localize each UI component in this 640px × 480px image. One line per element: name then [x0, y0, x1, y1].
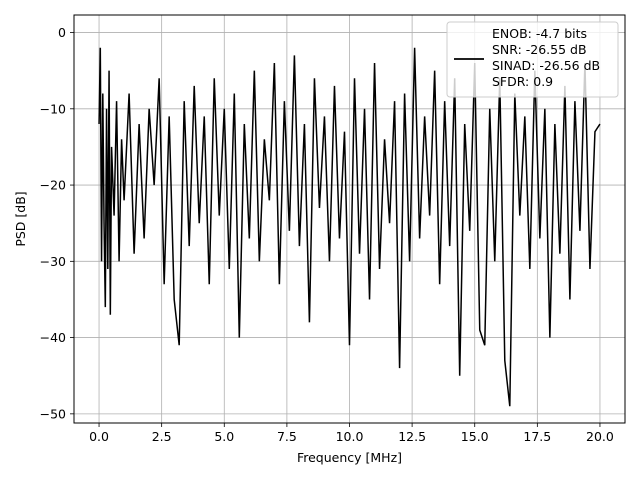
y-axis-ticks: 0 −10 −20 −30 −40 −50	[40, 25, 74, 421]
legend-entry-sfdr: SFDR: 0.9	[492, 74, 553, 89]
y-tick-label: −50	[40, 406, 66, 421]
y-tick-label: −20	[40, 178, 66, 193]
x-tick-label: 12.5	[398, 429, 426, 444]
x-tick-label: 5.0	[214, 429, 234, 444]
y-axis-label: PSD [dB]	[13, 191, 28, 246]
y-tick-label: 0	[58, 25, 66, 40]
x-tick-label: 0.0	[89, 429, 109, 444]
x-tick-label: 2.5	[152, 429, 172, 444]
x-axis-ticks: 0.0 2.5 5.0 7.5 10.0 12.5 15.0 17.5 20.0	[89, 423, 614, 444]
y-tick-label: −40	[40, 330, 66, 345]
x-tick-label: 20.0	[586, 429, 614, 444]
legend-entry-enob: ENOB: -4.7 bits	[492, 26, 587, 41]
psd-line	[98, 47, 601, 407]
legend: ENOB: -4.7 bits SNR: -26.55 dB SINAD: -2…	[446, 21, 619, 98]
x-tick-label: 17.5	[523, 429, 551, 444]
y-tick-label: −10	[40, 101, 66, 116]
legend-box	[446, 21, 619, 98]
x-tick-label: 15.0	[461, 429, 489, 444]
psd-series	[98, 47, 601, 407]
x-tick-label: 7.5	[277, 429, 297, 444]
x-tick-label: 10.0	[336, 429, 364, 444]
legend-entry-sinad: SINAD: -26.56 dB	[492, 58, 600, 73]
y-tick-label: −30	[40, 254, 66, 269]
legend-entry-snr: SNR: -26.55 dB	[492, 42, 587, 57]
x-axis-label: Frequency [MHz]	[297, 450, 402, 465]
